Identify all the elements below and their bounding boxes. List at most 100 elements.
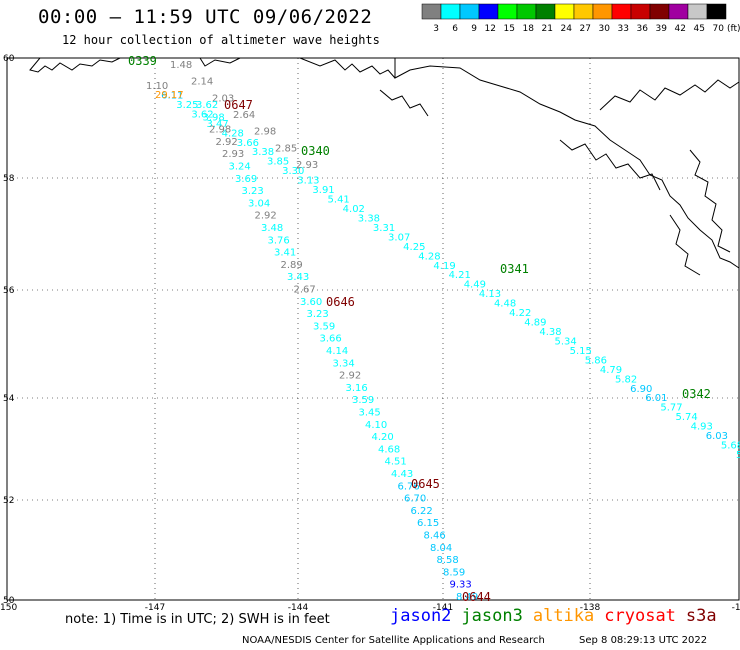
s3a-swh-value: 8.46 [424,531,446,542]
s3a-swh-value: 8.49 [456,592,478,603]
lat-label: 50 [3,596,15,606]
lat-label: 58 [3,174,15,184]
s3a-swh-value: 2.93 [222,149,244,160]
color-bin-label: 30 [599,24,611,34]
jason3-swh-value: 2.98 [254,127,276,138]
jason3-swh-value: 4.28 [418,251,440,262]
color-bin-swatch [706,3,727,20]
lon-label: -13 [732,603,740,613]
s3a-swh-value: 6.70 [404,494,426,505]
pass-time-labels: 0339 0647 0340 0341 0646 0342 0645 0644 [128,54,711,604]
jason3-swh-value: 4.19 [433,261,455,272]
altika-swh-value: 29.17 [155,90,184,101]
jason3-swh-value: 2.85 [275,143,297,154]
s3a-swh-value: 3.69 [235,174,257,185]
color-bin-label: 45 [694,24,705,34]
lon-label: -141 [433,603,453,613]
jason3-swh-value: 3.38 [358,213,380,224]
pass-time-label: 0646 [326,295,355,309]
jason3-swh-value: 5.68 [721,441,740,452]
s3a-swh-value: 3.98 [203,112,225,123]
graticule [7,58,739,601]
s3a-swh-value: 3.62 [196,100,218,111]
jason3-swh-value: 3.91 [312,185,334,196]
axis-labels: 60 58 56 54 52 50-150 -147 -144 -141 -138 -13 [0,54,740,613]
s3a-swh-value: 2.92 [255,211,277,222]
jason3-swh-value: 1.10 [146,81,168,92]
s3a-swh-value: 6.15 [417,518,439,529]
jason3-swh-value: 2.14 [191,77,213,88]
s3a-swh-value: 2.98 [209,125,231,136]
jason3-swh-value: 4.13 [479,289,501,300]
pass-time-label: 0340 [301,144,330,158]
jason3-swh-value: 5.82 [615,374,637,385]
units-note: note: 1) Time is in UTC; 2) SWH is in fe… [65,612,330,627]
color-bin-label: 39 [656,24,668,34]
s3a-swh-value: 3.24 [229,162,251,173]
s3a-swh-value: 3.34 [333,358,355,369]
coastline [7,57,740,276]
jason3-swh-value: 4.48 [494,299,516,310]
legend-altika: altika [532,606,595,626]
lat-label: 52 [3,496,14,506]
jason3-swh-value: 6.90 [630,384,652,395]
color-bin-label: 36 [637,24,649,34]
s3a-swh-value: 4.68 [378,444,400,455]
color-bin-label: 9 [471,24,477,34]
jason3-swh-value: 4.22 [509,308,531,319]
lon-label: -144 [288,603,309,613]
jason3-swh-value: 4.02 [343,204,365,215]
jason3-swh-value: 4.49 [464,280,486,291]
s3a-swh-value: 3.45 [359,408,381,419]
jason3-swh-value: 5.41 [328,195,350,206]
s3a-swh-value: 3.16 [346,383,368,394]
jason3-swh-value: 5.92 [736,450,740,461]
jason3-swh-value: 3.13 [297,176,319,187]
jason3-swh-value: 3.47 [207,119,229,130]
jason3-swh-value: 5.74 [675,412,697,423]
color-bin-label: 15 [504,24,515,34]
color-bin-label: 70 [713,24,725,34]
s3a-swh-value: 6.76 [398,481,420,492]
jason3-swh-value: 2.03 [212,93,234,104]
jason3-swh-value: 5.77 [660,403,682,414]
s3a-swh-value: 3.66 [320,334,342,345]
legend-jason3: jason3 [461,606,523,626]
jason3-swh-value: 3.85 [267,157,289,168]
s3a-swh-value: 4.14 [326,346,348,357]
s3a-swh-value: 2.67 [294,285,316,296]
jason3-swh-value: 3.25 [176,100,198,111]
jason3-swh-value: 4.38 [539,327,561,338]
s3a-swh-value: 2.89 [281,260,303,271]
jason3-swh-value: 3.31 [373,223,395,234]
s3a-swh-value: 4.10 [365,420,387,431]
s3a-swh-value: 8.58 [437,555,459,566]
pass-time-label: 0647 [224,98,253,112]
jason3-swh-value: 3.66 [237,138,259,149]
pass-time-label: 0644 [462,590,491,604]
jason3-swh-value: 6.03 [706,431,728,442]
pass-time-label: 0341 [500,262,529,276]
color-bin-label: 21 [542,24,553,34]
legend-jason2: jason2 [390,606,452,626]
jason3-swh-value: 5.34 [554,336,576,347]
lon-label: -147 [145,603,165,613]
pass-time-label: 0645 [411,477,440,491]
footer-credit: NOAA/NESDIS Center for Satellite Applica… [242,635,545,646]
s3a-swh-value: 8.59 [443,567,465,578]
color-bin-label: 18 [523,24,535,34]
jason3-swh-value: 4.89 [524,318,546,329]
s3a-swh-value: 3.60 [300,297,322,308]
color-bin-label: 27 [580,24,591,34]
s3a-swh-value: 2.92 [339,371,361,382]
s3a-swh-value: 3.76 [268,235,290,246]
pass-time-label: 0342 [682,387,711,401]
color-scale-legend: 3 6 9 12 15 18 21 24 27 30 33 36 39 42 45 70 (ft) [421,3,740,34]
page-title: 00:00 – 11:59 UTC 09/06/2022 [38,6,373,28]
pass-time-label: 0339 [128,54,157,68]
jason3-swh-value: 3.07 [388,232,410,243]
jason3-swh-value: 6.01 [645,393,667,404]
lat-label: 54 [3,394,15,404]
color-bin-label: 42 [675,24,686,34]
